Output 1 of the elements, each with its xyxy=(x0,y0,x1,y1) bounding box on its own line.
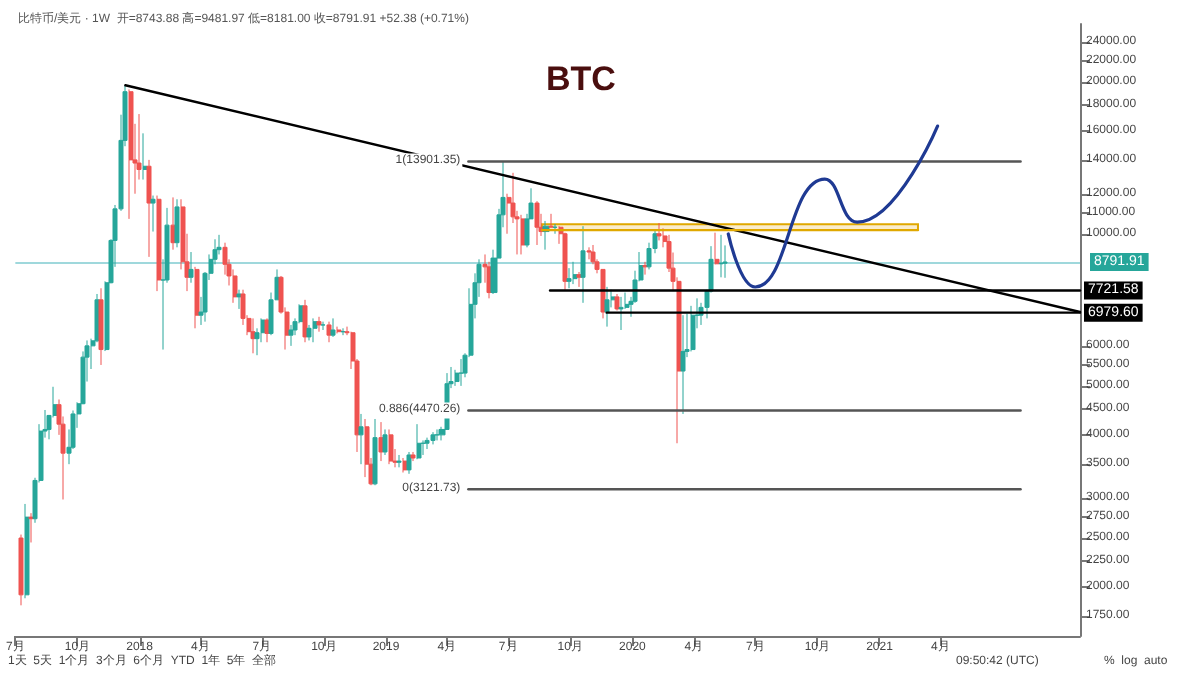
text: BTC xyxy=(546,60,616,98)
